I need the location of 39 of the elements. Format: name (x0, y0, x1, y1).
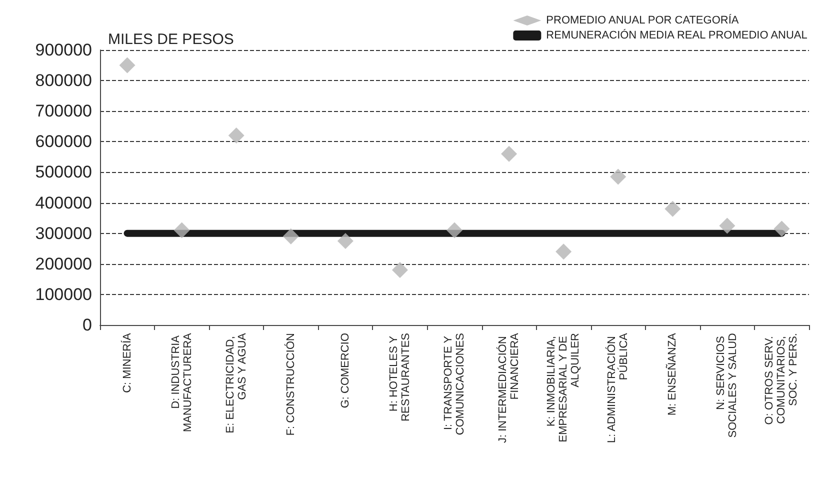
y-tick-label: 300000 (35, 224, 92, 243)
point (556, 244, 572, 260)
y-axis-title: MILES DE PESOS (108, 31, 234, 48)
point (337, 232, 354, 249)
y-tick-label: 500000 (35, 162, 92, 182)
x-tick-label: H: HOTELES Y RESTAURANTES (388, 333, 412, 422)
y-tick-label: 200000 (35, 254, 92, 274)
point (610, 168, 626, 185)
point (664, 200, 681, 217)
point (774, 220, 790, 237)
x-tick-label: D: INDUSTRIA MANUFACTURERA (170, 332, 194, 432)
point (282, 228, 299, 244)
x-tick-label: E: ELECTRICIDAD, GAS Y AGUA (224, 332, 248, 434)
x-tick-label: C: MINERÍA (120, 332, 134, 393)
y-tick-label: 900000 (35, 40, 92, 60)
x-tick-label: O: OTROS SERV. COMUNITARIOS, SOC. Y PERS. (764, 333, 800, 425)
point (119, 57, 136, 74)
y-tick-label: 0 (82, 316, 92, 334)
y-tick-label: 100000 (35, 284, 92, 304)
point (174, 222, 190, 238)
x-tick-label: K: INMOBILIARIA, EMPRESARIAL Y DE ALQUILER (546, 332, 582, 442)
point (501, 146, 518, 162)
y-tick-label: 800000 (35, 71, 92, 90)
legend-label: PROMEDIO ANUAL POR CATEGORÍA (546, 14, 740, 26)
y-tick-label: 400000 (35, 193, 92, 212)
x-tick-label: F: CONSTRUCCIÓN (284, 332, 297, 436)
point (392, 262, 408, 278)
x-tick-label: N: SERVICIOS SOCIALES Y SALUD (715, 332, 740, 438)
x-tick-label: G: COMERCIO (339, 332, 352, 408)
y-tick-label: 700000 (35, 102, 92, 121)
x-tick-label: J: INTERMEDIACIÓN FINANCIERA (496, 332, 522, 444)
x-tick-label: L: ADMINISTRACIÓN PÚBLICA (605, 332, 630, 444)
x-tick-label: M: ENSEÑANZA (666, 332, 679, 416)
x-tick-label: I: TRANSPORTE Y COMUNICACIONES (442, 333, 466, 436)
point (228, 128, 244, 144)
point (719, 218, 736, 234)
legend-label: REMUNERACIÓN MEDIA REAL PROMEDIO ANUAL (546, 28, 808, 42)
y-tick-label: 600000 (35, 132, 92, 152)
point (446, 222, 462, 238)
